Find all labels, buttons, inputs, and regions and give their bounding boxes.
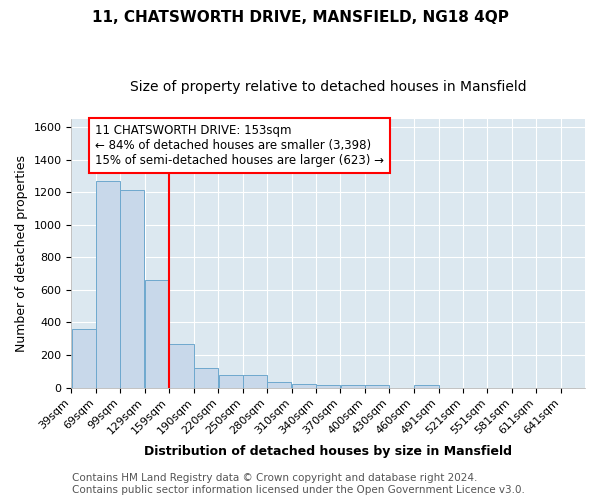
Text: 11, CHATSWORTH DRIVE, MANSFIELD, NG18 4QP: 11, CHATSWORTH DRIVE, MANSFIELD, NG18 4Q… xyxy=(92,10,508,25)
X-axis label: Distribution of detached houses by size in Mansfield: Distribution of detached houses by size … xyxy=(144,444,512,458)
Bar xyxy=(145,280,169,388)
Bar xyxy=(268,382,292,388)
Bar xyxy=(218,376,242,388)
Text: Contains HM Land Registry data © Crown copyright and database right 2024.
Contai: Contains HM Land Registry data © Crown c… xyxy=(72,474,525,495)
Bar xyxy=(96,180,120,388)
Bar xyxy=(292,384,316,388)
Bar xyxy=(414,385,439,388)
Y-axis label: Number of detached properties: Number of detached properties xyxy=(15,154,28,352)
Bar xyxy=(194,368,218,388)
Text: 11 CHATSWORTH DRIVE: 153sqm
← 84% of detached houses are smaller (3,398)
15% of : 11 CHATSWORTH DRIVE: 153sqm ← 84% of det… xyxy=(95,124,384,166)
Bar xyxy=(365,385,389,388)
Bar xyxy=(169,344,194,388)
Bar xyxy=(316,385,340,388)
Bar xyxy=(243,376,267,388)
Bar xyxy=(71,329,95,388)
Title: Size of property relative to detached houses in Mansfield: Size of property relative to detached ho… xyxy=(130,80,527,94)
Bar xyxy=(121,190,145,388)
Bar xyxy=(341,385,365,388)
